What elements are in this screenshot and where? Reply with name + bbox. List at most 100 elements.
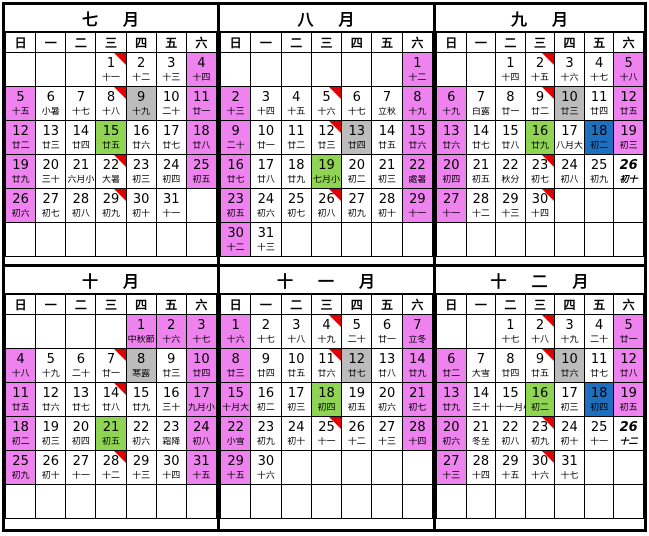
day-cell[interactable]: 10 廿四: [185, 348, 218, 383]
day-cell[interactable]: 9 十九: [125, 86, 157, 121]
day-cell[interactable]: 26 十二: [613, 416, 644, 451]
day-cell[interactable]: 31 十三: [250, 222, 282, 257]
day-cell[interactable]: 21 初五: [465, 154, 497, 189]
day-cell[interactable]: 15 十月大: [219, 382, 252, 417]
day-cell[interactable]: 22 處暑: [401, 154, 434, 189]
day-cell[interactable]: 8 廿三: [219, 348, 252, 383]
day-cell[interactable]: 17 廿七: [155, 120, 187, 155]
day-cell[interactable]: 11 廿二: [280, 120, 312, 155]
day-cell[interactable]: 16 廿九: [524, 120, 556, 155]
day-cell[interactable]: 7 立秋: [371, 86, 403, 121]
day-cell[interactable]: 26 初八: [310, 188, 343, 223]
day-cell[interactable]: 16 初二: [250, 382, 282, 417]
day-cell[interactable]: 10 廿三: [554, 86, 585, 121]
day-cell[interactable]: 2 十六: [155, 314, 187, 349]
day-cell[interactable]: 19 廿九: [4, 154, 37, 189]
day-cell[interactable]: 2 十二: [125, 52, 157, 87]
day-cell[interactable]: 8 十九: [401, 86, 434, 121]
day-cell[interactable]: 26 初六: [4, 188, 37, 223]
day-cell[interactable]: 17 九月小: [185, 382, 218, 417]
day-cell[interactable]: 1 中秋節: [125, 314, 157, 349]
day-cell[interactable]: 4 十九: [310, 314, 343, 349]
day-cell[interactable]: 21 初七: [401, 382, 434, 417]
day-cell[interactable]: 16 初二: [524, 382, 556, 417]
day-cell[interactable]: 7 廿一: [95, 348, 127, 383]
day-cell[interactable]: 28 十二: [95, 450, 127, 485]
day-cell[interactable]: 3 十八: [280, 314, 312, 349]
day-cell[interactable]: 31 十七: [554, 450, 585, 485]
day-cell[interactable]: 5 十六: [310, 86, 343, 121]
day-cell[interactable]: 25 初九: [583, 154, 615, 189]
day-cell[interactable]: 29 初九: [95, 188, 127, 223]
day-cell[interactable]: 8 十八: [95, 86, 127, 121]
day-cell[interactable]: 29 十五: [219, 450, 252, 485]
day-cell[interactable]: 7 白露: [465, 86, 497, 121]
day-cell[interactable]: 17 初三: [280, 382, 312, 417]
day-cell[interactable]: 18 初二: [583, 120, 615, 155]
day-cell[interactable]: 9 廿四: [250, 348, 282, 383]
day-cell[interactable]: 23 初九: [250, 416, 282, 451]
day-cell[interactable]: 20 初六: [436, 416, 467, 451]
day-cell[interactable]: 4 十五: [280, 86, 312, 121]
day-cell[interactable]: 24 初六: [250, 188, 282, 223]
day-cell[interactable]: 24 初八: [185, 416, 218, 451]
day-cell[interactable]: 6 十七: [341, 86, 373, 121]
day-cell[interactable]: 23 初三: [125, 154, 157, 189]
day-cell[interactable]: 10 廿六: [554, 348, 585, 383]
day-cell[interactable]: 12 廿三: [310, 120, 343, 155]
day-cell[interactable]: 2 十七: [250, 314, 282, 349]
day-cell[interactable]: 19 初三: [35, 416, 67, 451]
day-cell[interactable]: 3 十七: [185, 314, 218, 349]
day-cell[interactable]: 15 廿五: [95, 120, 127, 155]
day-cell[interactable]: 14 廿九: [401, 348, 434, 383]
day-cell[interactable]: 14 廿七: [465, 120, 497, 155]
day-cell[interactable]: 3 十四: [250, 86, 282, 121]
day-cell[interactable]: 4 十八: [4, 348, 37, 383]
day-cell[interactable]: 22 大暑: [95, 154, 127, 189]
day-cell[interactable]: 18 初四: [583, 382, 615, 417]
day-cell[interactable]: 11 廿四: [583, 86, 615, 121]
day-cell[interactable]: 19 初五: [341, 382, 373, 417]
day-cell[interactable]: 8 寒露: [125, 348, 157, 383]
day-cell[interactable]: 23 初九: [524, 416, 556, 451]
day-cell[interactable]: 21 初五: [95, 416, 127, 451]
day-cell[interactable]: 21 六月小: [65, 154, 97, 189]
day-cell[interactable]: 25 初七: [280, 188, 312, 223]
day-cell[interactable]: 28 初八: [65, 188, 97, 223]
day-cell[interactable]: 6 廿一: [371, 314, 403, 349]
day-cell[interactable]: 20 初二: [341, 154, 373, 189]
day-cell[interactable]: 13 廿三: [35, 120, 67, 155]
day-cell[interactable]: 2 十三: [219, 86, 252, 121]
day-cell[interactable]: 23 初七: [524, 154, 556, 189]
day-cell[interactable]: 24 初十: [280, 416, 312, 451]
day-cell[interactable]: 5 十八: [613, 52, 644, 87]
day-cell[interactable]: 26 初十: [613, 154, 644, 189]
day-cell[interactable]: 12 廿五: [613, 86, 644, 121]
day-cell[interactable]: 29 十五: [495, 450, 526, 485]
day-cell[interactable]: 13 廿七: [65, 382, 97, 417]
day-cell[interactable]: 18 廿九: [280, 154, 312, 189]
day-cell[interactable]: 23 初五: [219, 188, 252, 223]
day-cell[interactable]: 25 初九: [4, 450, 37, 485]
day-cell[interactable]: 21 冬至: [465, 416, 497, 451]
day-cell[interactable]: 3 十三: [155, 52, 187, 87]
day-cell[interactable]: 13 廿四: [341, 120, 373, 155]
day-cell[interactable]: 30 十二: [219, 222, 252, 257]
day-cell[interactable]: 9 廿二: [524, 86, 556, 121]
day-cell[interactable]: 28 初十: [371, 188, 403, 223]
day-cell[interactable]: 12 廿七: [341, 348, 373, 383]
day-cell[interactable]: 1 十一: [95, 52, 127, 87]
day-cell[interactable]: 2 十八: [524, 314, 556, 349]
day-cell[interactable]: 24 初八: [554, 154, 585, 189]
day-cell[interactable]: 20 初四: [436, 154, 467, 189]
day-cell[interactable]: 17 八月大: [554, 120, 585, 155]
day-cell[interactable]: 3 十六: [554, 52, 585, 87]
day-cell[interactable]: 10 廿五: [280, 348, 312, 383]
day-cell[interactable]: 24 初十: [554, 416, 585, 451]
day-cell[interactable]: 30 十六: [250, 450, 282, 485]
day-cell[interactable]: 14 三十: [465, 382, 497, 417]
day-cell[interactable]: 16 廿七: [219, 154, 252, 189]
day-cell[interactable]: 11 廿七: [583, 348, 615, 383]
day-cell[interactable]: 12 廿八: [613, 348, 644, 383]
day-cell[interactable]: 28 十四: [401, 416, 434, 451]
